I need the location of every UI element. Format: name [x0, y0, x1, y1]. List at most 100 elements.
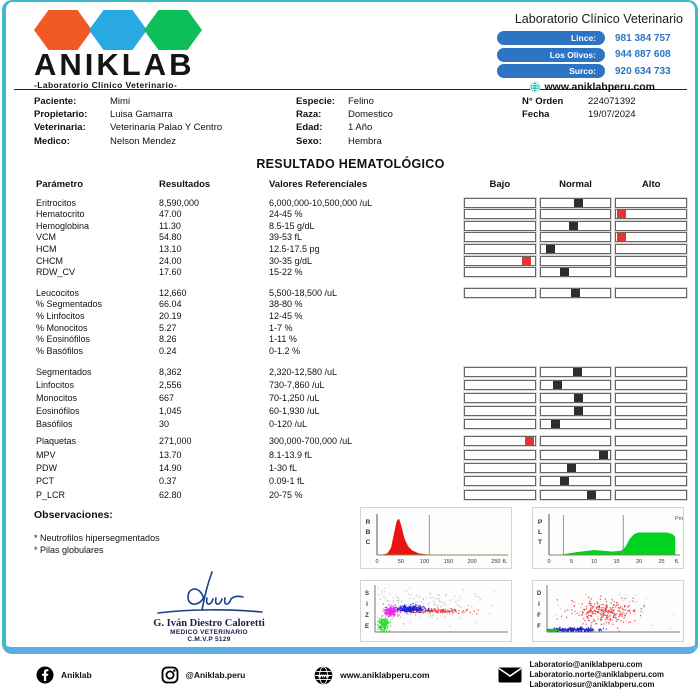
field-value: Veterinaria Palao Y Centro [110, 122, 223, 134]
param-name: RDW_CV [36, 267, 76, 278]
range-box-alto [615, 393, 688, 404]
param-name: Segmentados [36, 367, 92, 378]
range-box-bajo [464, 489, 536, 500]
result-value: 17.60 [159, 267, 182, 278]
report-date: 19/07/2024 [588, 109, 636, 121]
svg-text:200: 200 [468, 559, 477, 565]
svg-text:25: 25 [658, 559, 664, 565]
result-value: 54.80 [159, 232, 182, 243]
range-box-normal [539, 255, 612, 266]
svg-text:I: I [538, 602, 540, 608]
param-name: P_LCR [36, 489, 66, 500]
param-name: Monocitos [36, 393, 78, 404]
observation-item: * Neutrofilos hipersegmentados [34, 533, 160, 544]
field-value: Hembra [348, 135, 382, 147]
marker-black [546, 244, 556, 253]
range-box-normal [539, 380, 612, 391]
envelope-icon [498, 667, 522, 683]
svg-text:fL: fL [503, 559, 508, 565]
table-row: Linfocitos 2,556 730-7,860 /uL [36, 379, 688, 392]
param-name: Hematocrito [36, 209, 85, 220]
range-box-bajo [464, 197, 536, 208]
svg-text:F: F [537, 624, 541, 630]
marker-black [573, 407, 583, 416]
range-box-alto [615, 267, 688, 278]
veterinarian-role: MEDICO VETERINARIO [170, 629, 248, 637]
param-name: Linfocitos [36, 380, 75, 391]
footer-emails: Laboratorio@aniklabperu.com Laboratorio.… [498, 660, 664, 690]
facebook-icon [36, 666, 54, 684]
reference-range: 0-120 /uL [269, 419, 308, 430]
result-value: 271,000 [159, 436, 192, 447]
svg-text:5: 5 [570, 559, 573, 565]
param-name: Eosinófilos [36, 406, 80, 417]
range-box-alto [615, 367, 688, 378]
col-header-result: Resultados [159, 178, 211, 190]
footer: Aniklab @Aniklab.peru www www.anik [0, 660, 700, 690]
reference-range: 12.5-17.5 pg [269, 243, 320, 254]
reference-range: 38-80 % [269, 299, 303, 310]
email: Laboratorio.norte@aniklabperu.com [529, 670, 664, 679]
range-box-bajo [464, 380, 536, 391]
reference-range: 300,000-700,000 /uL [269, 436, 353, 447]
svg-text:F: F [537, 613, 541, 619]
table-body: Eritrocitos 8,590,000 6,000,000-10,500,000… [36, 197, 688, 502]
field-value: Luisa Gamarra [110, 109, 173, 121]
marker-black [552, 381, 562, 390]
contact-block: Laboratorio Clínico Veterinario Lince: 9… [497, 8, 687, 93]
range-indicator [464, 463, 688, 473]
svg-text:L: L [538, 529, 542, 536]
reference-range: 15-22 % [269, 267, 303, 278]
param-name: Leucocitos [36, 287, 80, 298]
svg-text:R: R [366, 519, 371, 526]
field-label: N° Orden [522, 96, 564, 107]
svg-text:C: C [366, 539, 371, 546]
veterinarian-license: C.M.V.P 5129 [187, 636, 231, 644]
svg-text:www: www [317, 673, 330, 679]
table-row: PCT 0.37 0.09-1 fL [36, 475, 688, 488]
field-label: Sexo: [296, 135, 322, 147]
range-box-normal [539, 476, 612, 487]
reference-range: 30-35 g/dL [269, 255, 313, 266]
param-name: % Segmentados [36, 299, 103, 310]
table-row: % Segmentados 66.04 38-80 % [36, 299, 687, 311]
table-group: Leucocitos 12,660 5,500-18,500 /uL% Segmen… [36, 287, 688, 357]
range-box-normal [539, 232, 612, 243]
range-box-alto [615, 232, 688, 243]
col-header-alto: Alto [641, 178, 661, 190]
table-row: % Basófilos 0.24 0-1.2 % [36, 345, 687, 357]
svg-text:T: T [538, 539, 542, 546]
svg-text:50: 50 [398, 559, 404, 565]
result-value: 667 [159, 393, 175, 404]
range-indicator [464, 489, 688, 500]
table-row: MPV 13.70 8.1-13.9 fL [36, 448, 688, 461]
table-row: PDW 14.90 1-30 fL [36, 461, 688, 474]
results-table: Parámetro Resultados Valores Referencial… [14, 178, 688, 502]
table-group: Eritrocitos 8,590,000 6,000,000-10,500,000… [36, 197, 688, 278]
range-box-bajo [464, 220, 536, 231]
range-indicator [464, 232, 688, 243]
range-box-bajo [464, 476, 536, 487]
range-headers: Bajo Normal Alto [464, 179, 687, 190]
range-box-normal [539, 243, 612, 254]
field-value: Domestico [348, 109, 393, 121]
param-name: VCM [36, 232, 56, 243]
reference-range: 60-1,930 /uL [269, 406, 320, 417]
svg-text:fL: fL [675, 559, 680, 565]
field-label: Propietario: [34, 109, 88, 121]
result-value: 11.30 [159, 220, 181, 231]
report-document: ANIKLAB -Laboratorio Clinico Veterinario… [2, 0, 698, 654]
report-title: RESULTADO HEMATOLÓGICO [256, 156, 445, 171]
range-box-alto [615, 489, 688, 500]
table-row: RDW_CV 17.60 15-22 % [36, 266, 688, 278]
range-box-normal [539, 419, 612, 430]
marker-black [559, 477, 569, 486]
report-header: ANIKLAB -Laboratorio Clinico Veterinario… [14, 8, 687, 93]
result-value: 1,045 [159, 406, 182, 417]
brand-tagline: -Laboratorio Clinico Veterinario- [34, 80, 178, 90]
reference-range: 5,500-18,500 /uL [269, 287, 338, 298]
reference-range: 20-75 % [269, 489, 303, 500]
range-box-alto [615, 220, 688, 231]
table-row: VCM 54.80 39-53 fL [36, 232, 688, 244]
svg-text:Z: Z [365, 613, 369, 619]
